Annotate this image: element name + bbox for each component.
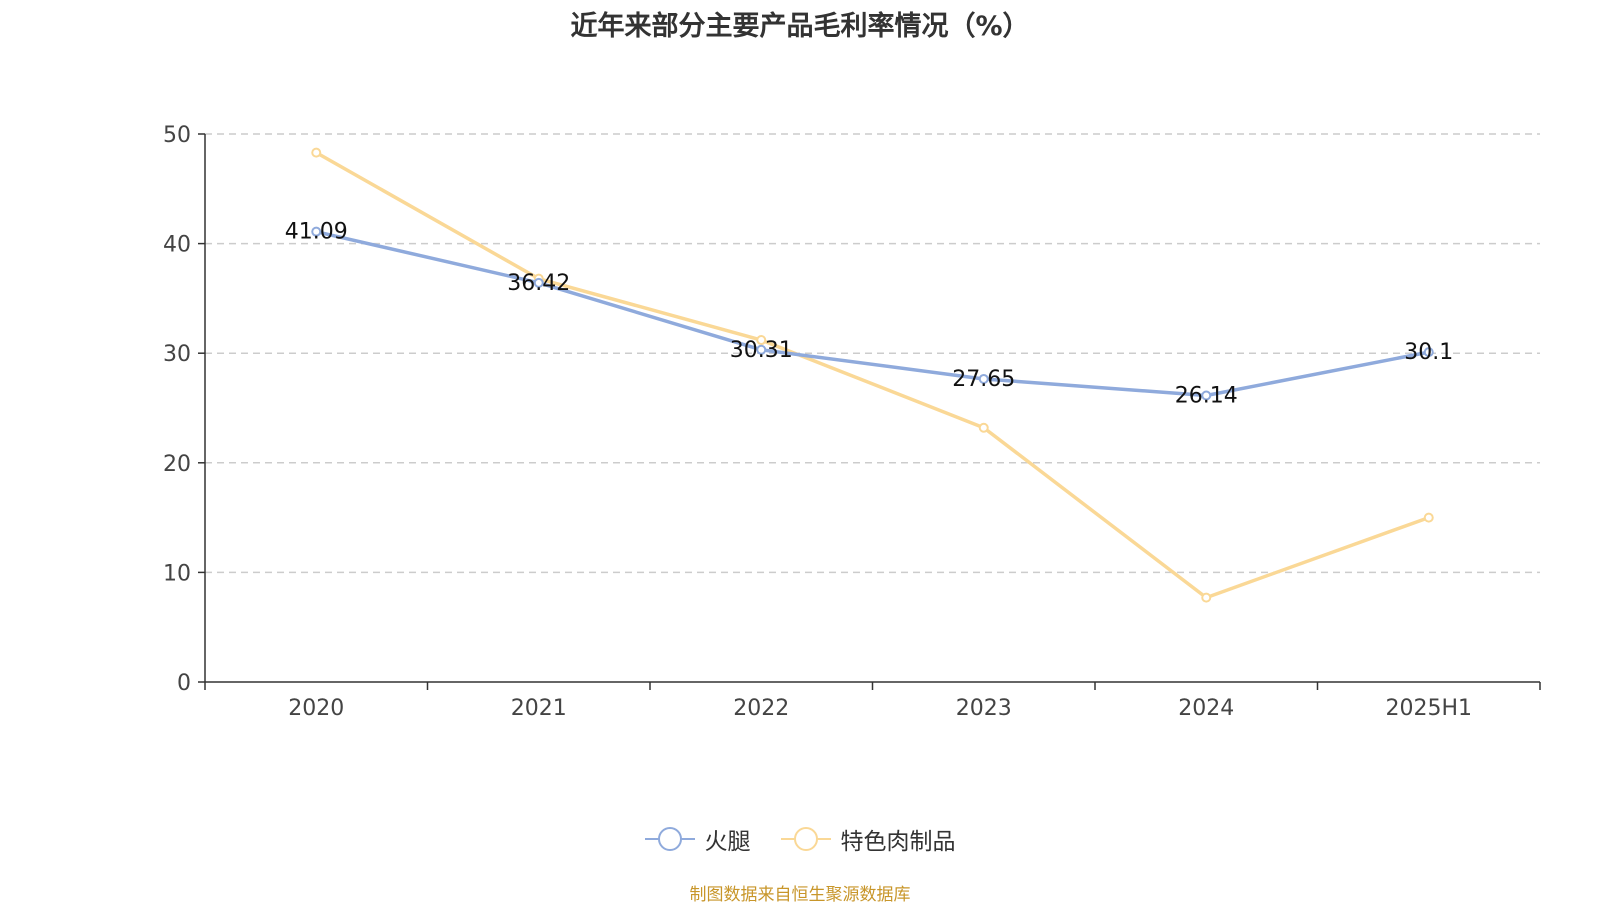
grid-layer (205, 133, 1540, 574)
data-point-meat[interactable] (1201, 592, 1212, 603)
x-tick-label: 2020 (288, 696, 344, 721)
label-layer: 41.09 36.42 30.31 27.65 26.14 30.1 (285, 220, 1453, 409)
series-line-meat (315, 151, 1430, 600)
data-label-ham: 26.14 (1175, 384, 1238, 409)
x-tick-label: 2024 (1178, 696, 1234, 721)
legend-swatch-ham (644, 827, 695, 851)
data-label-ham: 30.1 (1404, 340, 1453, 365)
legend-swatch-meat (780, 827, 831, 851)
data-point-ham[interactable] (311, 226, 322, 237)
legend: 火腿 特色肉制品 (0, 822, 1600, 856)
data-point-meat[interactable] (756, 335, 767, 346)
y-tick-label: 20 (163, 452, 191, 477)
y-tick-label: 50 (163, 123, 191, 148)
legend-label-meat: 特色肉制品 (840, 829, 956, 855)
y-tick-label: 40 (163, 233, 191, 258)
data-point-ham[interactable] (1201, 390, 1212, 401)
series-line-ham (315, 229, 1430, 398)
x-tick-label: 2022 (733, 696, 789, 721)
x-tick-label: 2025H1 (1385, 696, 1472, 721)
chart-title: 近年来部分主要产品毛利率情况（%） (570, 11, 1030, 42)
data-point-meat[interactable] (1423, 512, 1434, 523)
legend-label-ham: 火腿 (704, 829, 751, 855)
y-tick-label: 30 (163, 342, 191, 367)
series-layer (311, 147, 1434, 603)
data-point-ham[interactable] (756, 344, 767, 355)
y-tick-label: 10 (163, 561, 191, 586)
x-tick-label: 2021 (511, 696, 567, 721)
x-tick-label: 2023 (956, 696, 1012, 721)
data-label-ham: 30.31 (730, 338, 793, 363)
data-point-ham[interactable] (978, 373, 989, 384)
source-note: 制图数据来自恒生聚源数据库 (689, 885, 911, 905)
data-point-meat[interactable] (311, 147, 322, 158)
data-label-ham: 36.42 (507, 271, 570, 296)
data-point-ham[interactable] (533, 277, 544, 288)
legend-item-meat[interactable]: 特色肉制品 (780, 822, 956, 856)
data-point-ham[interactable] (1423, 347, 1434, 358)
data-label-ham: 41.09 (285, 220, 348, 245)
legend-item-ham[interactable]: 火腿 (644, 822, 751, 856)
data-point-meat[interactable] (978, 422, 989, 433)
data-label-ham: 27.65 (952, 367, 1015, 392)
y-tick-label: 0 (177, 671, 191, 696)
axis-layer: 0 10 20 30 40 50 2020 2021 2022 2023 2024 2025H1 (163, 123, 1541, 721)
